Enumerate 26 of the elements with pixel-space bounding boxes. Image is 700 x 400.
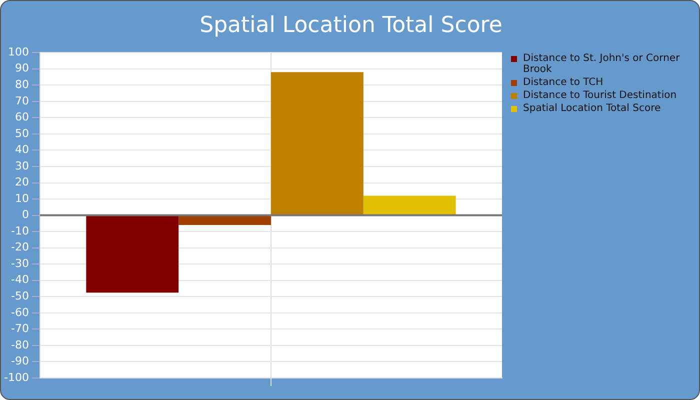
y-tick-label: -10: [10, 224, 29, 238]
legend-label: Distance to TCH: [523, 77, 604, 88]
y-tick-label: -60: [10, 306, 29, 319]
y-tick-label: -90: [10, 354, 29, 368]
y-tick-label: 50: [14, 126, 29, 140]
y-tick-label: 70: [14, 94, 29, 108]
y-tick-label: -100: [4, 370, 29, 384]
y-tick-label: -50: [10, 290, 29, 303]
y-tick-label: -20: [10, 240, 29, 254]
legend-label: Spatial Location Total Score: [523, 103, 661, 114]
y-tick-label: 0: [22, 208, 29, 222]
y-tick-label: -70: [10, 322, 29, 336]
chart-title: Spatial Location Total Score: [198, 13, 504, 38]
y-tick-label: 80: [14, 78, 29, 91]
y-tick-label: 10: [14, 192, 29, 205]
y-tick-label: 60: [14, 110, 29, 124]
legend-label: Distance to Tourist Destination: [523, 90, 677, 101]
y-tick-label: -30: [10, 256, 29, 270]
y-tick-label: -80: [10, 338, 29, 352]
y-tick-label: 100: [8, 45, 29, 58]
legend-label: Distance to St. John's or Corner Brook: [523, 53, 681, 75]
y-tick-label: 30: [14, 159, 29, 172]
y-tick-label: 20: [14, 176, 29, 189]
y-tick-label: 90: [14, 62, 29, 75]
y-tick-label: -40: [10, 273, 29, 286]
y-tick-label: 40: [14, 143, 29, 156]
